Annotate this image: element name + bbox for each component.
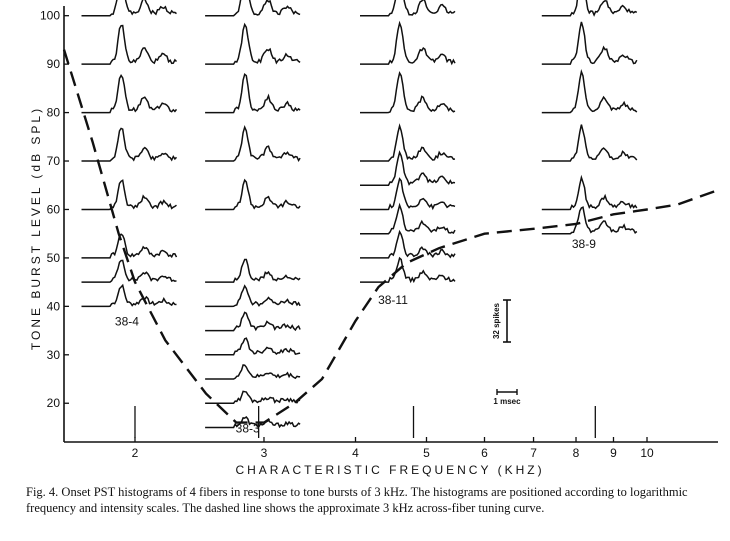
- time-scale-label: 1 msec: [493, 397, 521, 406]
- pst-histogram-trace: [360, 70, 456, 114]
- y-tick-label: 70: [47, 154, 61, 168]
- pst-histogram-trace: [360, 0, 456, 17]
- pst-histogram-trace: [205, 258, 301, 283]
- pst-histogram-trace: [205, 284, 301, 308]
- x-axis-title: CHARACTERISTIC FREQUENCY (KHZ): [235, 463, 544, 477]
- pst-histogram-trace: [205, 72, 301, 114]
- y-tick-label: 40: [47, 299, 61, 313]
- pst-histogram-trace: [360, 177, 456, 211]
- spike-scale-label: 32 spikes: [492, 302, 501, 339]
- plot-axes: 20 30 40 50 60 70 80 90 100 2 3 4 5 6 7 8 9 10: [40, 6, 718, 460]
- pst-histogram-trace: [81, 259, 177, 283]
- figure-caption: Fig. 4. Onset PST histograms of 4 fibers…: [26, 485, 688, 515]
- x-tick-label: 7: [530, 446, 537, 460]
- pst-histogram-trace: [81, 233, 178, 259]
- pst-histogram-trace: [205, 178, 301, 211]
- tuning-curve-dashed-line: [62, 49, 719, 424]
- pst-histogram-trace: [205, 337, 301, 356]
- x-tick-label: 2: [132, 446, 139, 460]
- pst-histogram-trace: [541, 0, 638, 17]
- x-tick-label: 5: [423, 446, 430, 460]
- y-tick-label: 50: [47, 251, 61, 265]
- pst-histogram-trace: [81, 0, 177, 17]
- pst-histogram-trace: [360, 229, 456, 259]
- pst-histogram-trace: [360, 123, 456, 162]
- pst-histogram-trace: [360, 150, 456, 186]
- fiber-label-38-9: 38-9: [572, 237, 596, 251]
- pst-histogram-trace: [541, 21, 638, 65]
- pst-histogram-trace: [205, 0, 301, 17]
- y-tick-label: 60: [47, 202, 61, 216]
- pst-histogram-trace: [541, 69, 638, 114]
- y-tick-label: 20: [47, 396, 61, 410]
- pst-histogram-trace: [360, 256, 456, 284]
- pst-histogram-trace: [360, 20, 456, 66]
- pst-histograms: [81, 0, 638, 429]
- x-tick-label: 6: [481, 446, 488, 460]
- x-tick-label: 10: [640, 446, 654, 460]
- y-tick-label: 90: [47, 57, 61, 71]
- y-tick-label: 30: [47, 348, 61, 362]
- x-tick-label: 3: [261, 446, 268, 460]
- scale-bars: 32 spikes 1 msec: [492, 299, 521, 406]
- x-tick-label: 4: [352, 446, 359, 460]
- fiber-label-38-3: 38-3: [236, 421, 260, 435]
- pst-histogram-trace: [81, 283, 177, 308]
- pst-histogram-trace: [541, 124, 638, 162]
- pst-histogram-trace: [205, 125, 301, 162]
- pst-histogram-trace: [81, 24, 178, 65]
- fiber-label-38-11: 38-11: [378, 293, 408, 307]
- pst-histogram-trace: [205, 364, 301, 380]
- fiber-label-38-4: 38-4: [115, 315, 139, 329]
- pst-histogram-trace: [541, 206, 638, 235]
- y-axis-title: TONE BURST LEVEL (dB SPL): [29, 106, 43, 350]
- x-tick-label: 9: [610, 446, 617, 460]
- pst-histogram-trace: [205, 390, 301, 404]
- x-tick-label: 8: [573, 446, 580, 460]
- pst-histogram-trace: [360, 202, 456, 235]
- pst-histogram-trace: [205, 311, 301, 332]
- y-tick-label: 100: [40, 9, 60, 23]
- pst-histogram-trace: [541, 174, 638, 211]
- pst-histogram-trace: [205, 415, 301, 429]
- pst-histogram-trace: [81, 127, 178, 162]
- pst-histogram-trace: [81, 179, 177, 211]
- pst-histogram-trace: [205, 22, 301, 65]
- fiber-labels: 38-4 38-3 38-11 38-9: [115, 237, 596, 435]
- y-tick-label: 80: [47, 106, 61, 120]
- pst-histogram-trace: [81, 74, 178, 114]
